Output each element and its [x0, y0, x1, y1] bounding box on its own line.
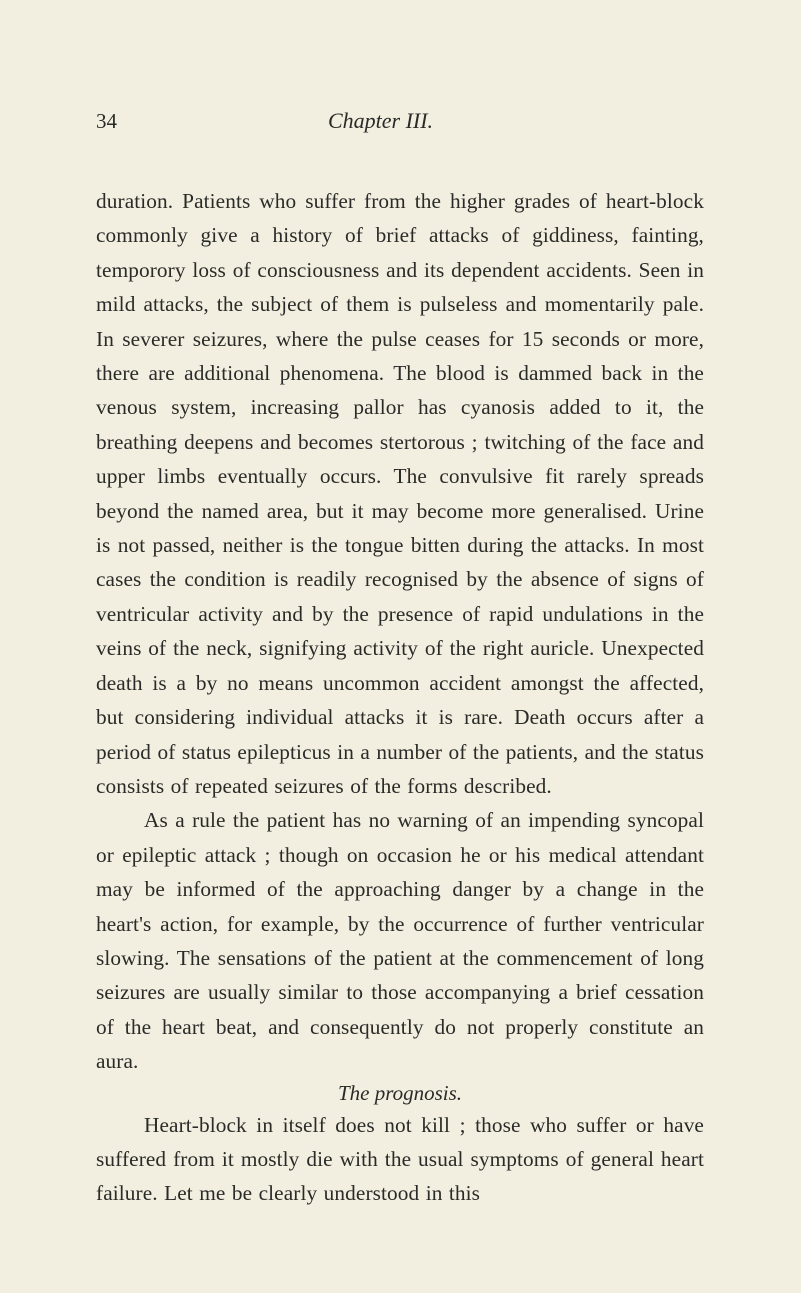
paragraph-3-text: Heart-block in itself does not kill ; th… — [96, 1113, 704, 1206]
paragraph-1: duration. Patients who suffer from the h… — [96, 184, 704, 803]
paragraph-3: Heart-block in itself does not kill ; th… — [96, 1108, 704, 1211]
page-content: 34 Chapter III. duration. Patients who s… — [96, 108, 704, 1211]
subheading-prognosis: The prognosis. — [96, 1081, 704, 1106]
paragraph-2: As a rule the patient has no warning of … — [96, 803, 704, 1078]
running-header: 34 Chapter III. — [96, 108, 704, 134]
paragraph-2-text: As a rule the patient has no warning of … — [96, 808, 704, 1073]
paragraph-1-text: duration. Patients who suffer from the h… — [96, 189, 704, 798]
chapter-heading: Chapter III. — [77, 108, 684, 134]
